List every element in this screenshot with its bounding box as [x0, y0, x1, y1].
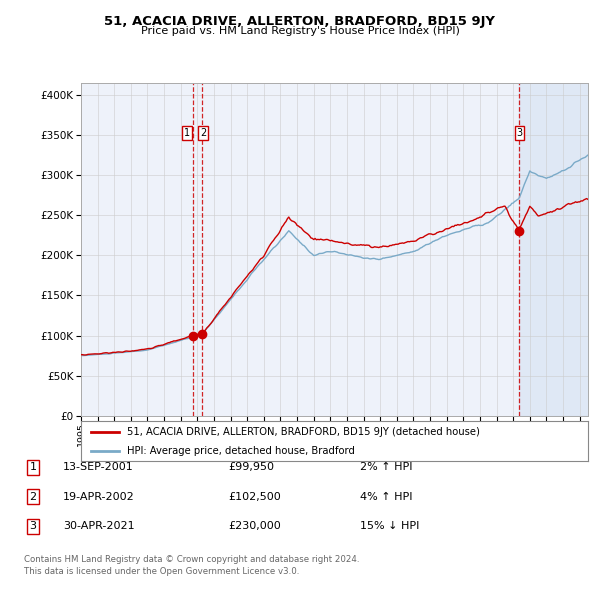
Text: 51, ACACIA DRIVE, ALLERTON, BRADFORD, BD15 9JY (detached house): 51, ACACIA DRIVE, ALLERTON, BRADFORD, BD…	[127, 428, 479, 438]
Text: 19-APR-2002: 19-APR-2002	[63, 492, 135, 502]
Text: 15% ↓ HPI: 15% ↓ HPI	[360, 522, 419, 531]
Text: £102,500: £102,500	[228, 492, 281, 502]
Text: £230,000: £230,000	[228, 522, 281, 531]
Text: 51, ACACIA DRIVE, ALLERTON, BRADFORD, BD15 9JY: 51, ACACIA DRIVE, ALLERTON, BRADFORD, BD…	[104, 15, 496, 28]
Text: HPI: Average price, detached house, Bradford: HPI: Average price, detached house, Brad…	[127, 447, 355, 456]
Text: 4% ↑ HPI: 4% ↑ HPI	[360, 492, 413, 502]
Text: 3: 3	[517, 128, 523, 138]
Text: 1: 1	[29, 463, 37, 472]
Text: 30-APR-2021: 30-APR-2021	[63, 522, 134, 531]
Text: Price paid vs. HM Land Registry's House Price Index (HPI): Price paid vs. HM Land Registry's House …	[140, 26, 460, 36]
Text: 2: 2	[29, 492, 37, 502]
Text: £99,950: £99,950	[228, 463, 274, 472]
Text: 1: 1	[184, 128, 190, 138]
Text: Contains HM Land Registry data © Crown copyright and database right 2024.
This d: Contains HM Land Registry data © Crown c…	[24, 555, 359, 576]
Text: 2% ↑ HPI: 2% ↑ HPI	[360, 463, 413, 472]
Text: 2: 2	[200, 128, 206, 138]
Text: 13-SEP-2001: 13-SEP-2001	[63, 463, 134, 472]
Text: 3: 3	[29, 522, 37, 531]
